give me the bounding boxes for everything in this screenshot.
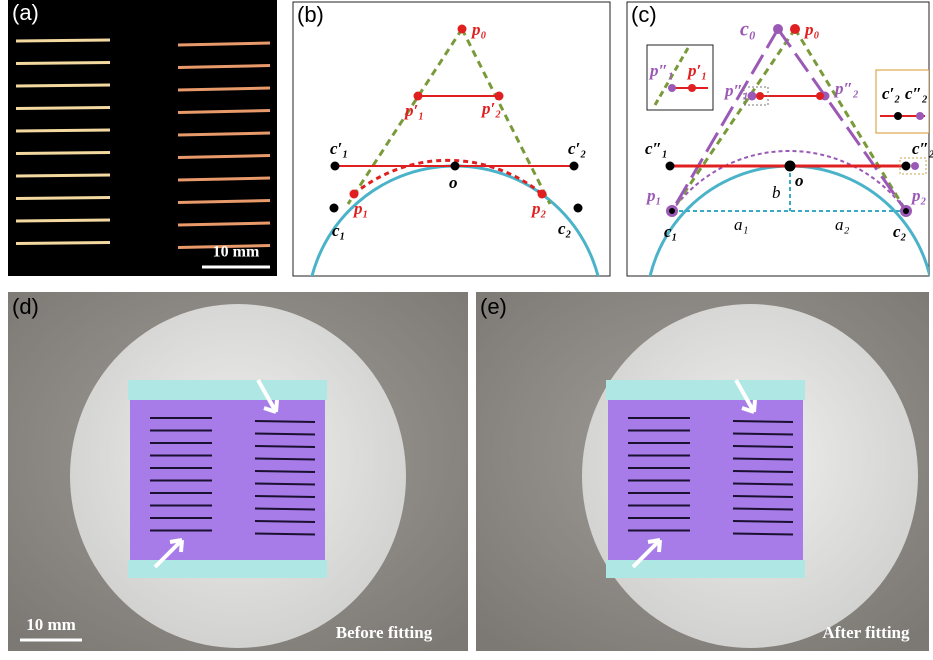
symbol: a₁	[734, 215, 748, 234]
symbol: c′₂	[882, 84, 900, 103]
symbol: c′₂	[568, 139, 586, 158]
symbol: c₁	[332, 221, 345, 240]
slit	[178, 178, 270, 180]
slit	[733, 459, 793, 460]
slit	[733, 521, 793, 522]
symbol: o	[449, 173, 458, 192]
slit	[16, 175, 110, 176]
symbol: p₁	[645, 186, 661, 205]
slit	[178, 201, 270, 203]
symbol: p″₂	[833, 79, 859, 98]
scale-text: 10 mm	[213, 244, 260, 261]
slit	[733, 471, 793, 472]
symbol: p₀	[470, 20, 487, 39]
slit	[178, 223, 270, 225]
slit	[733, 534, 793, 535]
slit	[733, 446, 793, 447]
slit	[733, 484, 793, 485]
slit	[733, 434, 793, 435]
caption: Before fitting	[336, 623, 433, 642]
symbol: c₀	[740, 19, 756, 41]
symbol: p″₁	[648, 61, 674, 80]
symbol: c″₂	[905, 84, 928, 103]
symbol: c′₁	[330, 139, 348, 158]
slit	[255, 471, 315, 472]
slit	[255, 459, 315, 460]
symbol: o	[795, 171, 804, 190]
bar-top	[128, 380, 327, 400]
symbol: p′₁	[403, 101, 424, 120]
panel-label: (c)	[631, 2, 657, 27]
slit	[733, 496, 793, 497]
panel-label: (b)	[297, 2, 324, 27]
symbol: a₂	[835, 215, 850, 234]
slit	[16, 85, 110, 86]
bar-top	[606, 380, 805, 400]
slit	[16, 220, 110, 221]
slit	[255, 534, 315, 535]
slit	[733, 509, 793, 510]
figure: (a) 10 mm (b) p₀ p′₁ p′₂ c′₁ c′₂ o p₁ p₂…	[0, 0, 933, 655]
panel-label: (d)	[12, 294, 39, 319]
slit	[178, 88, 270, 90]
panel-label: (e)	[480, 294, 507, 319]
panel-label: (a)	[12, 0, 39, 25]
symbol: p₀	[803, 20, 820, 39]
symbol: c₂	[558, 219, 572, 238]
slit	[178, 133, 270, 135]
projection	[608, 380, 803, 578]
projection	[130, 380, 325, 578]
symbol: p″₁	[723, 81, 749, 100]
slit	[178, 156, 270, 158]
slit	[16, 108, 110, 109]
slit	[16, 63, 110, 64]
symbol: p′₁	[686, 61, 707, 80]
slit	[255, 434, 315, 435]
symbol: p₁	[352, 199, 368, 218]
slit	[16, 40, 110, 41]
caption: After fitting	[822, 623, 910, 642]
symbol: c″₂	[912, 139, 933, 158]
symbol: c₁	[664, 222, 677, 241]
symbol: c″₁	[645, 139, 668, 158]
slit	[16, 130, 110, 131]
slit	[16, 198, 110, 199]
slit	[255, 521, 315, 522]
slit	[178, 111, 270, 113]
slit	[16, 243, 110, 244]
slit	[733, 421, 793, 422]
photos	[8, 292, 929, 651]
slit	[255, 484, 315, 485]
slit	[255, 509, 315, 510]
slit	[255, 446, 315, 447]
slit	[255, 496, 315, 497]
slit	[16, 153, 110, 154]
slit	[178, 43, 270, 45]
slit	[255, 421, 315, 422]
symbol: b	[772, 183, 781, 202]
symbol: c₂	[893, 222, 907, 241]
symbol: p′₂	[480, 99, 501, 118]
slit	[178, 66, 270, 68]
symbol: p₂	[910, 186, 927, 205]
symbol: p₂	[530, 199, 547, 218]
scale-text: 10 mm	[26, 615, 76, 634]
